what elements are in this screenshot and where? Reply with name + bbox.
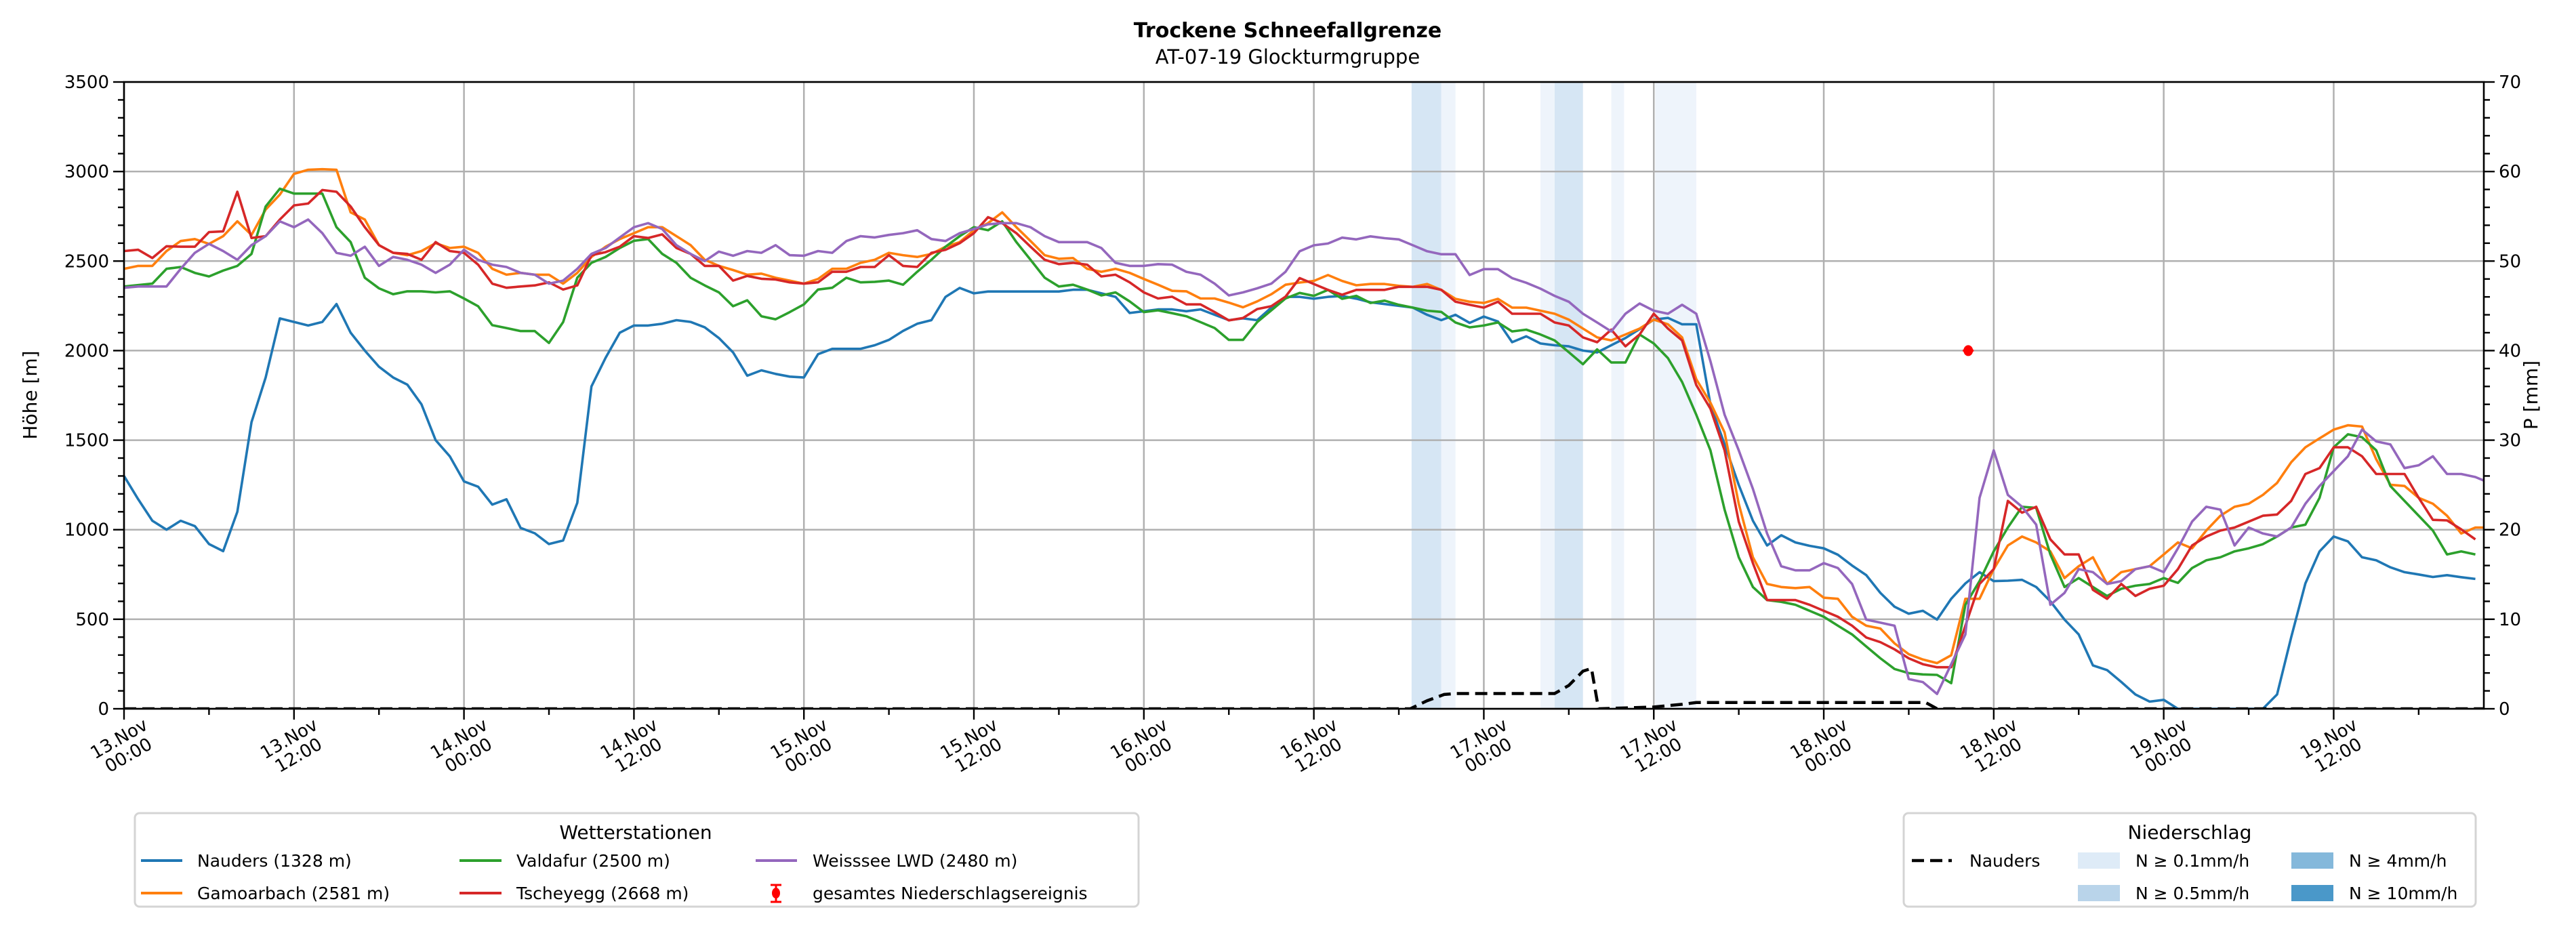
plot-frame [123,81,2485,710]
legend-label-weisssee: Weisssee LWD (2480 m) [813,851,1017,871]
legend-stations: Wetterstationen Nauders (1328 m) Gamoarb… [134,812,1140,908]
legend-swatch-n01 [2078,852,2120,869]
y2-tick-label: 0 [2499,699,2510,720]
precip-bands [1411,82,1696,709]
precip-band [1411,82,1442,709]
y-tick-label: 1000 [64,520,109,541]
precip-band [1441,82,1456,709]
legend-precip-title: Niederschlag [2128,821,2252,844]
y-axis-label: Höhe [m] [19,350,41,439]
series-line-tscheyegg [124,188,2476,669]
y-tick-label: 3000 [64,162,109,182]
legend-label-nauders: Nauders (1328 m) [197,851,352,871]
y-tick-label: 2500 [64,251,109,272]
event-marker [1963,345,1974,356]
y-tick-label: 500 [75,610,109,630]
y-tick-label: 0 [98,699,109,720]
legend-label-valdafur: Valdafur (2500 m) [516,851,670,871]
y-tick-label: 1500 [64,431,109,451]
chart-subtitle: AT-07-19 Glockturmgruppe [1156,45,1420,68]
legend-label-event: gesamtes Niederschlagsereignis [813,884,1088,903]
legend-label-precip-nauders: Nauders [1969,851,2040,871]
series-line-nauders [124,287,2476,709]
legend-label-gamoarbach: Gamoarbach (2581 m) [197,884,390,903]
series-lines [124,167,2484,709]
y-tick-label: 2000 [64,341,109,361]
precip-band [1540,82,1555,709]
legend-precip: Niederschlag Nauders N ≥ 0.1mm/h N ≥ 0.5… [1902,812,2477,908]
y2-tick-label: 30 [2499,431,2521,451]
legend-errorbar-marker-icon [771,884,781,903]
y2-tick-label: 50 [2499,251,2521,272]
legend-swatch-n10 [2291,885,2333,901]
legend-label-n4: N ≥ 4mm/h [2349,851,2447,871]
series-line-gamoarbach [124,167,2484,665]
y2-axis-label: P [mm] [2520,360,2542,430]
legend-swatch-n4 [2291,852,2333,869]
precip-band [1611,82,1624,709]
y2-tick-label: 10 [2499,610,2521,630]
legend-label-n10: N ≥ 10mm/h [2349,884,2457,903]
y2-tick-label: 60 [2499,162,2521,182]
series-line-weisssee [124,218,2484,695]
y2-tick-label: 70 [2499,73,2521,93]
legend-label-n05: N ≥ 0.5mm/h [2135,884,2249,903]
grid [123,81,2484,710]
legend-label-n01: N ≥ 0.1mm/h [2135,851,2249,871]
y-tick-label: 3500 [64,73,109,93]
y2-tick-label: 40 [2499,341,2521,361]
legend-swatch-n05 [2078,885,2120,901]
legend-label-tscheyegg: Tscheyegg (2668 m) [516,884,689,903]
precip-band [1554,82,1583,709]
legend-stations-title: Wetterstationen [559,821,712,844]
precip-band [1655,82,1696,709]
series-line-valdafur [124,187,2476,685]
precip-line-nauders [124,666,2484,709]
chart-title: Trockene Schneefallgrenze [1134,19,1442,43]
y2-tick-label: 20 [2499,520,2521,541]
